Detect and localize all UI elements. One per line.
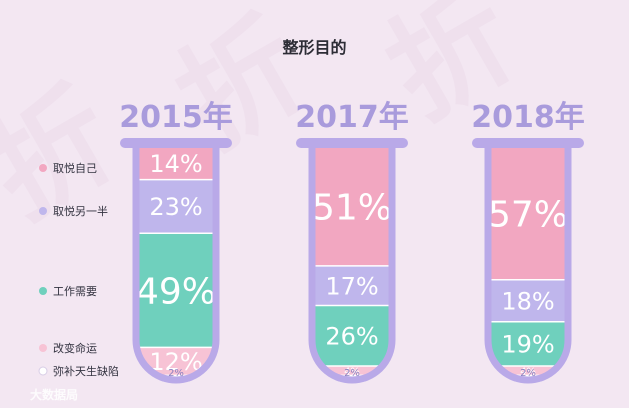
tube-2018: 2018年 57% 18% 19% 4%2% [471,100,585,384]
legend-item-3: 改变命运 [39,341,97,355]
legend-item-1: 取悦另一半 [39,204,108,218]
bar-2015-s2 [136,233,216,348]
tubes: 2015年14%23%49%12%2%2017年51%17%26%4%2%201… [119,100,585,384]
legend-swatch [38,366,48,376]
legend-label: 工作需要 [53,285,97,298]
legend-swatch [39,344,47,352]
tube-outline [132,143,220,384]
tube-rim [296,138,408,148]
legend-label: 取悦另一半 [53,204,108,218]
data-label-2017-s3: 4% [344,366,360,377]
bar-2017-s0 [312,147,392,266]
data-label-2018-s4: 2% [520,368,536,379]
legend-label: 改变命运 [53,341,97,355]
bar-2017-s2 [312,305,392,367]
bar-2018-s1 [488,279,568,322]
data-label-2015-s1: 23% [149,193,202,221]
legend-item-2: 工作需要 [39,285,97,298]
legend-swatch [39,207,47,215]
data-label-2018-s1: 18% [501,287,554,315]
data-label-2015-s0: 14% [149,150,202,178]
tube-outline [484,143,572,384]
year-label: 2017年 [295,100,409,135]
bar-2017-s1 [312,265,392,306]
tube-outline [308,143,396,384]
watermark-text: 大数据局 [30,388,79,402]
bar-2018-s0 [488,147,568,280]
data-label-2015-s4: 2% [168,368,184,379]
tube-rim [472,138,584,148]
legend-label: 取悦自己 [53,161,97,175]
data-label-2017-s2: 26% [325,322,378,350]
legend-label: 弥补天生缺陷 [53,364,119,378]
legend-swatch [39,287,47,295]
data-label-2015-s2: 49% [136,271,216,312]
segments [136,147,216,380]
tube-rim [120,138,232,148]
bar-2018-s3 [488,366,568,376]
bar-2018-s2 [488,321,568,367]
year-label: 2015年 [119,100,233,135]
bar-2015-s0 [136,147,216,180]
data-label-2017-s1: 17% [325,272,378,300]
data-label-2018-s3: 4% [520,366,536,377]
data-label-2015-s3: 12% [149,348,202,376]
legend-item-4: 弥补天生缺陷 [38,364,119,378]
data-label-2017-s0: 51% [312,187,392,228]
tube-2017: 2017年 51% 17% 26% 4%2% [295,100,409,384]
data-label-2018-s0: 57% [488,194,568,235]
bar-2015-s1 [136,179,216,234]
legend-item-0: 取悦自己 [39,161,97,175]
svg-text:折: 折 [0,65,138,245]
legend-swatch [39,164,47,172]
data-label-2018-s2: 19% [501,331,554,359]
year-label: 2018年 [471,100,585,135]
tube-2015: 2015年 14% 23% 49% 12%2% [119,100,233,384]
bar-2017-s3 [312,366,392,376]
chart-title: 整形目的 [282,38,347,57]
data-label-2017-s4: 2% [344,368,360,379]
